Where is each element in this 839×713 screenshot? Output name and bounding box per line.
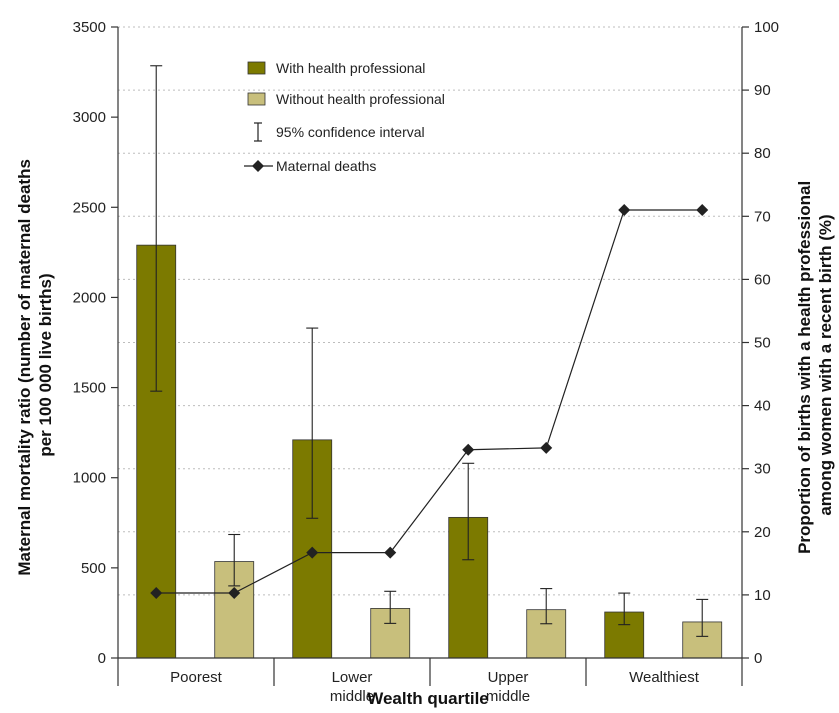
maternal-deaths-point: [150, 587, 163, 600]
left-axis-title: Maternal mortality ratio (number of mate…: [15, 154, 55, 575]
right-tick-label: 60: [754, 271, 771, 288]
gridlines: [118, 26, 742, 596]
right-tick-label: 20: [754, 524, 771, 541]
maternal-deaths-point: [540, 441, 553, 454]
category-labels: Poorest Lower middle Upper middle Wealthiest: [170, 669, 700, 705]
left-tick-label: 500: [81, 560, 106, 577]
left-tick-label: 1500: [73, 380, 106, 397]
category-label: Poorest: [170, 669, 223, 686]
left-tick-label: 2000: [73, 289, 106, 306]
category-label: Lower middle: [330, 669, 374, 705]
legend-label-maternal-deaths: Maternal deaths: [276, 158, 376, 174]
category-label-line: Wealthiest: [629, 669, 700, 686]
right-tick-label: 30: [754, 461, 771, 478]
legend-swatch-with-professional: [247, 61, 266, 75]
right-tick-label: 100: [754, 19, 779, 36]
right-tick-label: 10: [754, 587, 771, 604]
category-label-line: middle: [330, 688, 374, 705]
maternal-deaths-point: [696, 203, 709, 216]
left-axis-title-line-2: per 100 000 live births): [36, 273, 55, 456]
legend-ci-icon: [254, 122, 262, 142]
tick-labels: 0 500 1000 1500 2000 2500 3000 3500 0 10 20 30 40 50 6…: [73, 19, 779, 667]
left-axis-title-line-1: Maternal mortality ratio (number of mate…: [15, 159, 34, 576]
left-tick-label: 0: [98, 650, 106, 667]
maternal-deaths-point: [618, 203, 631, 216]
error-bars: [150, 65, 709, 637]
axes: [111, 26, 749, 686]
legend-label-ci: 95% confidence interval: [276, 124, 425, 140]
legend-swatch-without-professional: [247, 92, 266, 106]
maternal-deaths-line: [150, 203, 709, 600]
category-label: Wealthiest: [629, 669, 700, 686]
category-label-line: middle: [486, 688, 530, 705]
right-tick-label: 40: [754, 398, 771, 415]
right-tick-label: 0: [754, 650, 762, 667]
maternal-deaths-polyline: [156, 209, 703, 594]
maternal-deaths-point: [462, 443, 475, 456]
left-tick-label: 3000: [73, 109, 106, 126]
right-tick-label: 70: [754, 208, 771, 225]
category-label-line: Poorest: [170, 669, 223, 686]
category-label-line: Lower: [332, 669, 373, 686]
left-tick-label: 2500: [73, 199, 106, 216]
right-tick-label: 50: [754, 335, 771, 352]
maternal-deaths-point: [228, 587, 241, 600]
maternal-deaths-point: [306, 546, 319, 559]
right-axis-title: Proportion of births with a health profe…: [795, 176, 835, 554]
category-label-line: Upper: [488, 669, 529, 686]
legend-line-icon: [244, 160, 273, 172]
right-tick-label: 80: [754, 145, 771, 162]
left-tick-label: 3500: [73, 19, 106, 36]
left-tick-label: 1000: [73, 470, 106, 487]
right-axis-title-line-2: among women with a recent birth (%): [816, 214, 835, 515]
legend: With health professional Without health …: [244, 60, 445, 174]
bars: [136, 244, 723, 659]
category-label: Upper middle: [486, 669, 530, 705]
right-tick-label: 90: [754, 82, 771, 99]
maternal-deaths-point: [384, 546, 397, 559]
legend-label-without-professional: Without health professional: [276, 91, 445, 107]
x-axis-title: Wealth quartile: [367, 689, 489, 708]
legend-label-with-professional: With health professional: [276, 60, 425, 76]
right-axis-title-line-1: Proportion of births with a health profe…: [795, 181, 814, 554]
